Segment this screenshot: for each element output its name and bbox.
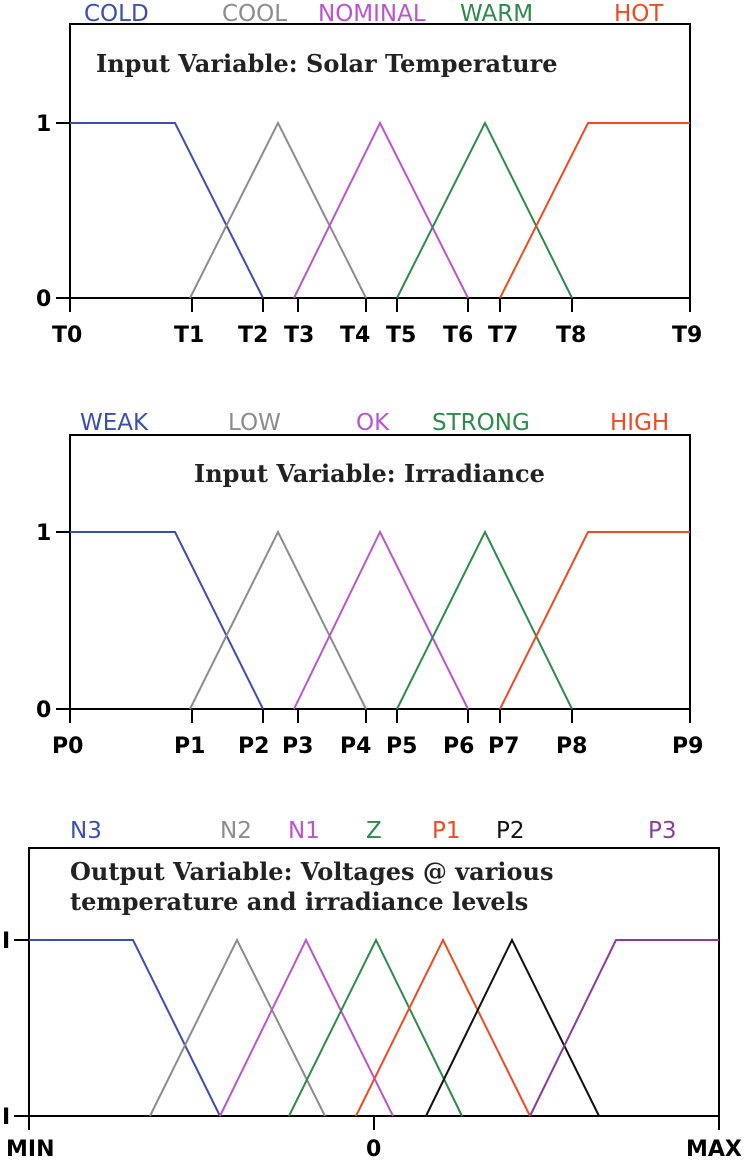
x-tick-label-t8: T8 <box>556 323 586 348</box>
plot-frame <box>69 23 691 299</box>
membership-p3 <box>529 939 719 1117</box>
chart-title: Input Variable: Solar Temperature <box>96 49 557 78</box>
irradiance-panel: Input Variable: Irradiance WEAK LOW OK S… <box>36 410 703 759</box>
legend-nominal: NOMINAL <box>318 1 426 27</box>
membership-weak <box>70 531 264 710</box>
membership-strong <box>396 529 573 710</box>
membership-cold <box>70 122 264 299</box>
legend-cool: COOL <box>222 1 287 27</box>
x-tick-label-p7: P7 <box>488 734 519 759</box>
x-tick-label-p5: P5 <box>386 734 417 759</box>
membership-cool <box>189 120 367 299</box>
x-tick-label-t6: T6 <box>443 323 473 348</box>
x-tick-label-p9: P9 <box>672 734 703 759</box>
legend-n3: N3 <box>70 818 102 844</box>
temperature-panel: Input Variable: Solar Temperature COLD C… <box>36 1 702 348</box>
chart-title-line-2: temperature and irradiance levels <box>70 887 528 916</box>
x-tick-label-t2: T2 <box>238 323 268 348</box>
membership-nominal <box>293 120 469 299</box>
legend-low: LOW <box>228 410 281 436</box>
y-tick-label-1: 1 <box>36 112 51 137</box>
legend-z: Z <box>366 818 382 844</box>
legend-p2: P2 <box>496 818 525 844</box>
x-tick-label-p0: P0 <box>52 734 83 759</box>
membership-hot <box>499 122 690 299</box>
legend-cold: COLD <box>84 1 149 27</box>
legend-p3: P3 <box>648 818 677 844</box>
x-tick-label-t4: T4 <box>340 323 370 348</box>
legend-warm: WARM <box>460 1 533 27</box>
membership-low <box>189 529 367 710</box>
x-tick-label-t9: T9 <box>672 323 702 348</box>
membership-high <box>499 531 690 710</box>
x-tick-label-t3: T3 <box>284 323 314 348</box>
chart-title: Output Variable: Voltages @ various temp… <box>70 857 562 916</box>
x-tick-label-p6: P6 <box>443 734 474 759</box>
y-tick-label-1: 1 <box>36 521 51 546</box>
y-tick-label-0: 0 <box>36 287 51 312</box>
x-tick-label-zero: 0 <box>366 1137 381 1162</box>
membership-n2 <box>149 937 326 1117</box>
x-tick-label-max: MAX <box>686 1137 742 1162</box>
x-tick-label-min: MIN <box>6 1137 55 1162</box>
x-tick-label-p2: P2 <box>238 734 269 759</box>
legend-high: HIGH <box>610 410 669 436</box>
chart-title-line-1: Output Variable: Voltages @ various <box>70 857 553 886</box>
voltage-output-panel: Output Variable: Voltages @ various temp… <box>2 818 742 1162</box>
x-tick-label-p1: P1 <box>174 734 205 759</box>
legend-hot: HOT <box>614 1 664 27</box>
membership-p1 <box>355 937 531 1117</box>
membership-p2 <box>425 937 600 1117</box>
plot-frame <box>69 434 691 710</box>
y-tick-label-bottom: I <box>2 1105 10 1130</box>
x-tick-label-p4: P4 <box>340 734 371 759</box>
x-tick-label-p8: P8 <box>556 734 587 759</box>
legend-p1: P1 <box>432 818 461 844</box>
membership-z <box>288 937 463 1117</box>
legend-n2: N2 <box>220 818 252 844</box>
membership-n1 <box>219 937 394 1117</box>
y-tick-label-top: I <box>2 929 10 954</box>
membership-ok <box>293 529 469 710</box>
legend-ok: OK <box>356 410 390 436</box>
legend-strong: STRONG <box>432 410 530 436</box>
membership-warm <box>396 120 573 299</box>
legend-n1: N1 <box>288 818 320 844</box>
x-tick-label-t0: T0 <box>52 323 82 348</box>
x-tick-label-t5: T5 <box>386 323 416 348</box>
x-tick-label-t1: T1 <box>174 323 204 348</box>
membership-n3 <box>29 939 221 1117</box>
legend-weak: WEAK <box>80 410 149 436</box>
x-tick-label-p3: P3 <box>282 734 313 759</box>
chart-title: Input Variable: Irradiance <box>194 459 545 488</box>
x-tick-label-t7: T7 <box>488 323 518 348</box>
y-tick-label-0: 0 <box>36 698 51 723</box>
